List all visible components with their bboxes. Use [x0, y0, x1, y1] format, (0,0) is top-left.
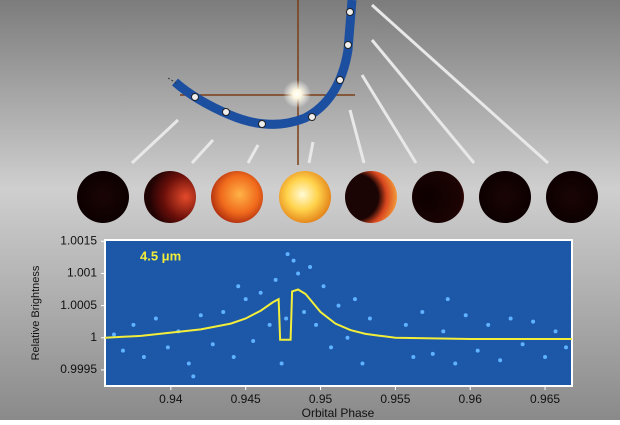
data-point	[420, 310, 425, 315]
data-point	[279, 361, 284, 366]
data-point	[360, 361, 365, 366]
data-point	[243, 297, 248, 302]
data-point	[284, 316, 289, 321]
data-point	[463, 313, 468, 318]
data-point	[411, 355, 416, 360]
data-point	[296, 271, 301, 276]
data-point	[302, 310, 307, 315]
y-tick-label: 1.0015	[60, 233, 97, 247]
data-point	[453, 361, 458, 366]
data-point	[498, 358, 503, 363]
phase-disks	[77, 171, 598, 223]
data-point	[345, 335, 350, 340]
data-point	[111, 332, 116, 337]
x-tick-label: 0.94	[159, 392, 183, 406]
y-tick-label: 1.0005	[60, 298, 97, 312]
y-tick-label: 1	[90, 330, 97, 344]
data-point	[543, 355, 548, 360]
planet-positions	[191, 8, 354, 128]
data-point	[131, 322, 136, 327]
data-point	[486, 322, 491, 327]
data-point	[273, 277, 278, 282]
data-point	[231, 355, 236, 360]
data-point	[251, 338, 256, 343]
data-point	[352, 297, 357, 302]
star	[283, 80, 311, 108]
data-point	[191, 374, 196, 379]
x-tick-label: 0.96	[459, 392, 483, 406]
data-point	[141, 355, 146, 360]
data-point	[367, 316, 372, 321]
x-axis-title: Orbital Phase	[302, 406, 375, 420]
x-tick-label: 0.95	[309, 392, 333, 406]
data-point	[285, 252, 290, 257]
y-axis-title: Relative Brightness	[30, 265, 42, 360]
x-tick-label: 0.965	[530, 392, 560, 406]
data-point	[258, 290, 263, 295]
data-point	[165, 345, 170, 350]
orbit-tail	[167, 77, 179, 85]
data-point	[508, 316, 513, 321]
x-tick-label: 0.945	[231, 392, 261, 406]
data-point	[445, 297, 450, 302]
data-point	[153, 316, 158, 321]
data-point	[564, 345, 569, 350]
data-point	[120, 348, 125, 353]
data-point	[553, 329, 558, 334]
data-point	[336, 303, 341, 308]
data-point	[321, 284, 326, 289]
data-point	[236, 284, 241, 289]
data-point	[520, 342, 525, 347]
plot-area	[104, 239, 573, 387]
x-tick-label: 0.955	[380, 392, 410, 406]
data-point	[210, 342, 215, 347]
data-point	[475, 348, 480, 353]
data-point	[186, 361, 191, 366]
data-point	[531, 319, 536, 324]
data-point	[314, 322, 319, 327]
y-tick-label: 1.001	[67, 266, 97, 280]
data-point	[441, 329, 446, 334]
data-point	[221, 310, 226, 315]
data-point	[430, 351, 435, 356]
y-tick-label: 0.9995	[60, 362, 97, 376]
orbit	[171, 0, 357, 129]
data-point	[329, 345, 334, 350]
data-point	[267, 322, 272, 327]
phase-arrows	[130, 3, 550, 165]
data-point	[291, 258, 296, 263]
wavelength-label: 4.5 μm	[140, 248, 181, 263]
data-point	[198, 313, 203, 318]
data-point	[403, 322, 408, 327]
model-line	[104, 288, 572, 341]
data-point	[308, 265, 313, 270]
